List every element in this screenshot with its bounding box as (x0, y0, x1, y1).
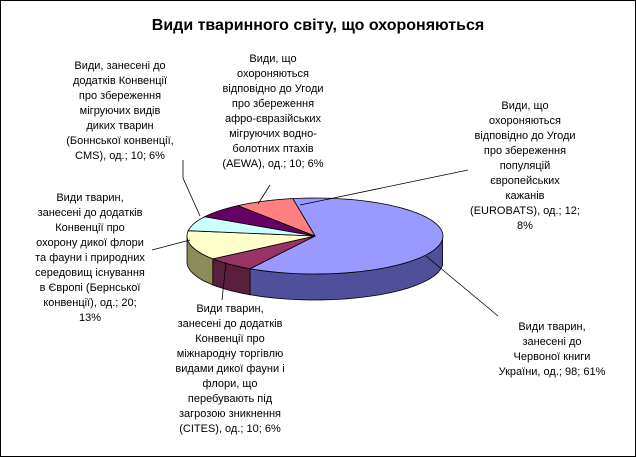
label-cms: Види, занесені до додатків Конвенції про… (66, 60, 174, 162)
label-eurobats: Види, що охороняються відповідно до Угод… (470, 100, 580, 232)
pie-slice-2 (186, 230, 316, 260)
pie-slice-5 (236, 198, 316, 237)
label-red-book: Види тварин, занесені до Червоної книги … (498, 321, 606, 378)
label-bern: Види тварин, занесені до додатків Конвен… (35, 192, 145, 324)
pie-slice-1 (211, 235, 316, 270)
pie-slice-0 (248, 197, 444, 275)
label-cites: Види тварин, занесені до додатків Конвен… (175, 303, 285, 435)
leader-line-3 (182, 160, 201, 217)
leader-line-1 (221, 261, 227, 301)
leader-line-4 (257, 184, 271, 205)
chart-title: Види тваринного світу, що охороняються (151, 17, 485, 34)
pie-slice-4 (203, 205, 316, 237)
pie-slice-3 (187, 216, 316, 237)
leader-line-2 (151, 239, 191, 251)
leader-line-0 (425, 255, 499, 317)
leader-line-5 (299, 169, 469, 206)
label-aewa: Види, що охороняються відповідно до Угод… (222, 53, 324, 170)
